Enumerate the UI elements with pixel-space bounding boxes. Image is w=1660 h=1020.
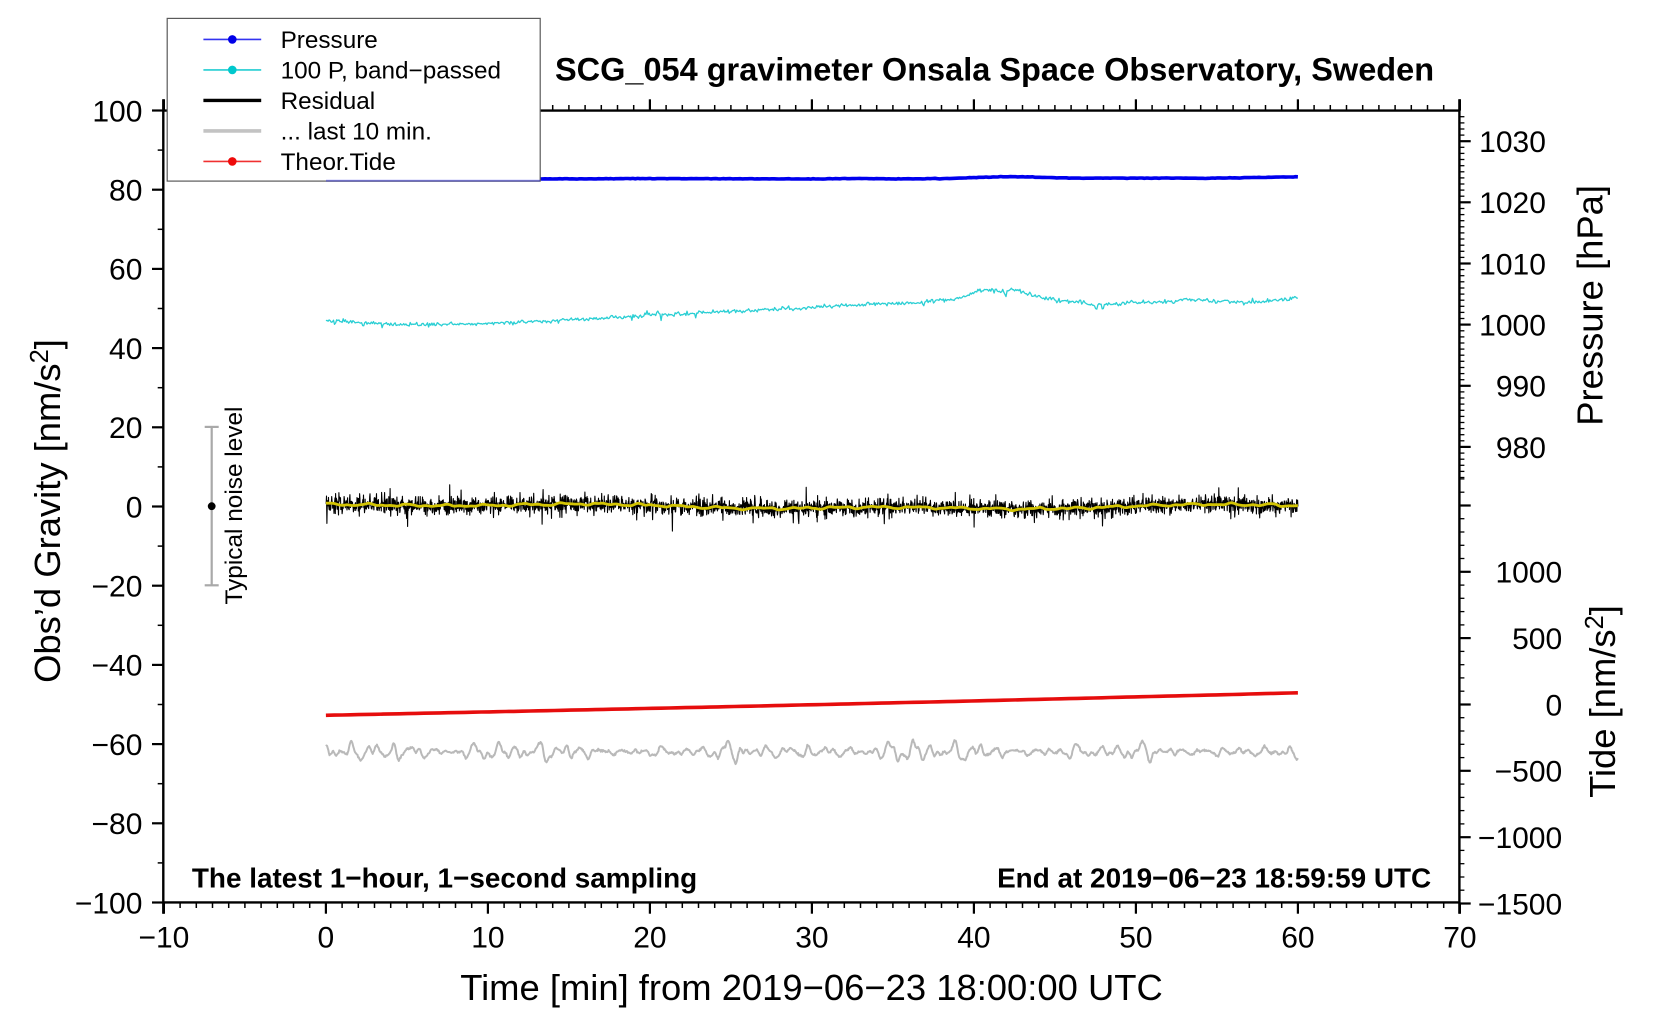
svg-text:60: 60	[109, 254, 142, 287]
svg-text:Time [min] from 2019−06−23 18:: Time [min] from 2019−06−23 18:00:00 UTC	[460, 967, 1163, 1008]
svg-text:1010: 1010	[1479, 248, 1546, 281]
svg-text:Typical noise level: Typical noise level	[221, 407, 248, 605]
svg-text:0: 0	[1546, 689, 1563, 722]
svg-text:40: 40	[957, 922, 990, 955]
svg-text:1000: 1000	[1479, 309, 1546, 342]
svg-text:−500: −500	[1495, 756, 1563, 789]
svg-text:−20: −20	[92, 571, 143, 604]
svg-text:60: 60	[1281, 922, 1314, 955]
svg-text:−1500: −1500	[1478, 888, 1562, 921]
svg-text:0: 0	[126, 491, 143, 524]
svg-text:70: 70	[1443, 922, 1476, 955]
svg-text:Pressure: Pressure	[281, 27, 378, 54]
svg-text:20: 20	[109, 412, 142, 445]
svg-text:990: 990	[1496, 371, 1546, 404]
svg-text:40: 40	[109, 333, 142, 366]
svg-text:End at 2019−06−23 18:59:59 UTC: End at 2019−06−23 18:59:59 UTC	[997, 863, 1431, 894]
svg-text:Pressure [hPa]: Pressure [hPa]	[1570, 185, 1611, 426]
svg-text:20: 20	[633, 922, 666, 955]
svg-text:−1000: −1000	[1478, 822, 1562, 855]
svg-text:Obs’d Gravity [nm/s2]: Obs’d Gravity [nm/s2]	[26, 339, 68, 683]
svg-text:100: 100	[92, 95, 142, 128]
svg-text:Theor.Tide: Theor.Tide	[281, 149, 396, 176]
svg-text:980: 980	[1496, 432, 1546, 465]
svg-text:The latest 1−hour, 1−second sa: The latest 1−hour, 1−second sampling	[192, 863, 697, 894]
svg-text:Tide [nm/s2]: Tide [nm/s2]	[1581, 605, 1623, 798]
svg-text:SCG_054 gravimeter Onsala Spac: SCG_054 gravimeter Onsala Space Observat…	[555, 52, 1434, 88]
svg-text:−80: −80	[92, 808, 143, 841]
svg-text:... last 10 min.: ... last 10 min.	[281, 118, 432, 145]
svg-text:500: 500	[1512, 623, 1562, 656]
svg-text:1020: 1020	[1479, 187, 1546, 220]
svg-text:1000: 1000	[1495, 557, 1562, 590]
svg-text:100 P, band−passed: 100 P, band−passed	[281, 57, 501, 84]
svg-text:0: 0	[318, 922, 335, 955]
svg-text:−40: −40	[92, 650, 143, 683]
svg-text:−10: −10	[138, 922, 189, 955]
svg-text:80: 80	[109, 175, 142, 208]
svg-text:10: 10	[471, 922, 504, 955]
svg-text:50: 50	[1119, 922, 1152, 955]
svg-text:−100: −100	[75, 887, 143, 920]
svg-text:−60: −60	[92, 729, 143, 762]
svg-text:30: 30	[795, 922, 828, 955]
svg-text:Residual: Residual	[281, 88, 376, 115]
svg-text:1030: 1030	[1479, 126, 1546, 159]
